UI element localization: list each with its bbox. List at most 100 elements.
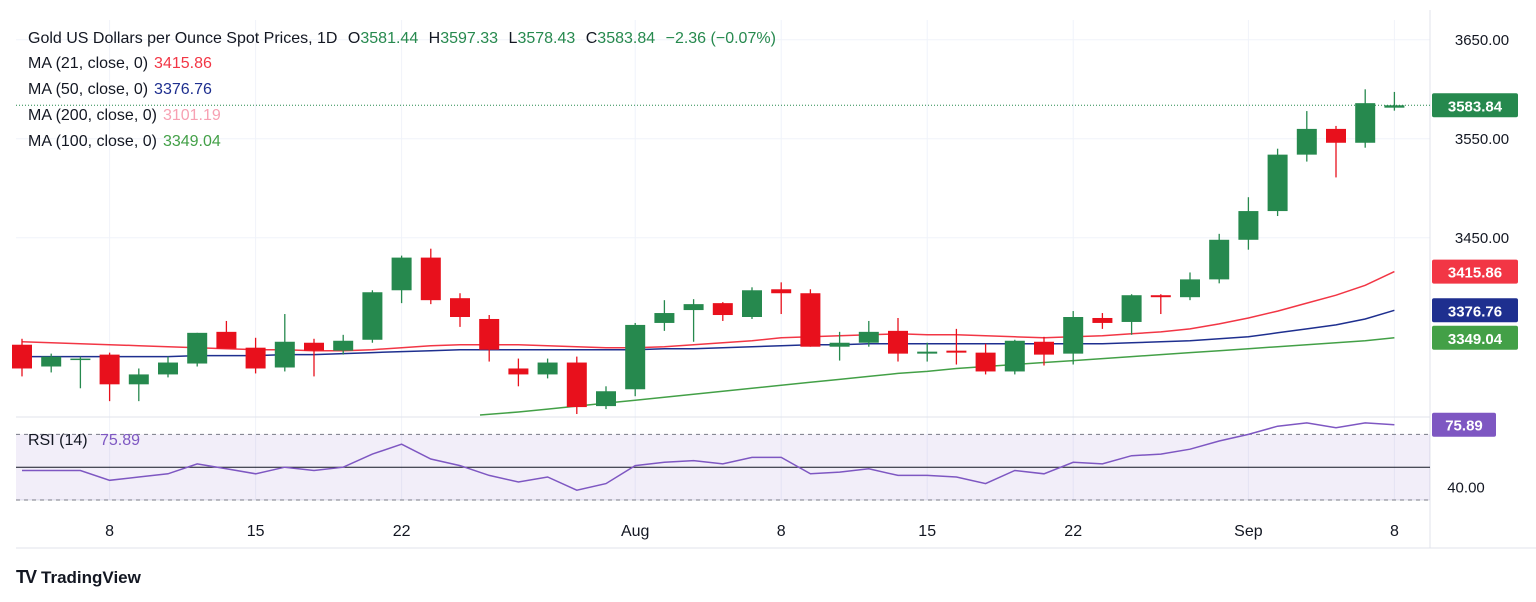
- candle-body: [683, 304, 704, 311]
- candle-body: [245, 347, 266, 369]
- candle-body: [917, 351, 938, 354]
- candle-body: [537, 362, 558, 375]
- price-label-bg: [1432, 325, 1518, 350]
- candle-body: [1063, 317, 1084, 354]
- candle-body: [858, 331, 879, 343]
- candle-body: [1121, 295, 1142, 322]
- candle: [946, 328, 967, 365]
- candle: [1326, 125, 1346, 178]
- candle: [742, 287, 762, 319]
- candle: [70, 356, 91, 389]
- candle-body: [1150, 295, 1171, 298]
- ma100-label: MA (100, close, 0): [28, 133, 157, 150]
- candle-body: [625, 324, 646, 390]
- price-tick-label: 3650.00: [1455, 32, 1509, 49]
- candle-body: [800, 293, 821, 347]
- candle-body: [946, 350, 967, 353]
- price-tick-label: 3550.00: [1455, 131, 1509, 148]
- time-tick-label: 22: [393, 523, 411, 540]
- candle: [1004, 339, 1025, 375]
- candle: [1355, 89, 1376, 148]
- time-tick-label: 15: [247, 523, 265, 540]
- candle-body: [1004, 340, 1025, 372]
- indicator-ma50[interactable]: MA (50, close, 0) 3376.76: [28, 81, 218, 99]
- candle: [99, 352, 120, 402]
- candle: [1034, 336, 1054, 366]
- plot-background: [16, 10, 1430, 548]
- candle: [479, 315, 500, 362]
- candle-body: [420, 257, 441, 301]
- candle: [712, 302, 733, 321]
- time-tick-label: 15: [918, 523, 936, 540]
- candle-body: [216, 331, 237, 349]
- candle: [800, 289, 821, 347]
- indicator-ma200[interactable]: MA (200, close, 0) 3101.19: [28, 107, 227, 125]
- candle-body: [158, 362, 178, 375]
- close-value: 3583.84: [597, 30, 656, 47]
- candle: [829, 331, 850, 361]
- candle-body: [274, 341, 295, 368]
- time-tick-label: 8: [777, 523, 786, 540]
- rsi-value-label-bg: [1432, 412, 1496, 437]
- candle: [216, 320, 237, 349]
- price-label-text: 3415.86: [1448, 265, 1502, 282]
- rsi-tick-label: 40.00: [1447, 480, 1485, 497]
- candle: [654, 300, 675, 331]
- candle-body: [1296, 128, 1317, 155]
- price-label: 3376.76: [1432, 298, 1518, 323]
- candle: [450, 293, 470, 327]
- ma200-label: MA (200, close, 0): [28, 107, 157, 124]
- tradingview-logo[interactable]: TV TradingView: [16, 567, 141, 588]
- price-label-text: 3583.84: [1448, 98, 1503, 115]
- candle: [1180, 272, 1200, 301]
- candle-body: [12, 344, 32, 369]
- candle-body: [888, 330, 908, 354]
- candle-body: [742, 290, 762, 317]
- rsi-value-label-text: 75.89: [1445, 418, 1483, 435]
- candle: [245, 337, 266, 374]
- indicator-ma21[interactable]: MA (21, close, 0) 3415.86: [28, 55, 218, 73]
- symbol-title: Gold US Dollars per Ounce Spot Prices, 1…: [28, 30, 338, 47]
- candle-body: [1180, 279, 1200, 298]
- candle-body: [450, 298, 470, 317]
- candle: [391, 255, 412, 304]
- candle-body: [1384, 105, 1405, 108]
- low-label: L: [508, 30, 518, 47]
- time-tick-label: Aug: [621, 523, 649, 540]
- candle-body: [41, 356, 62, 367]
- ma100-value: 3349.04: [162, 133, 221, 150]
- price-label: 3349.04: [1432, 325, 1518, 350]
- candle-body: [479, 318, 500, 350]
- indicator-ma100[interactable]: MA (100, close, 0) 3349.04: [28, 133, 227, 151]
- candle-body: [187, 332, 208, 364]
- candle: [304, 338, 324, 377]
- candle: [508, 358, 529, 387]
- ma21-value: 3415.86: [154, 55, 212, 72]
- candle-body: [1355, 103, 1376, 143]
- candle: [858, 320, 879, 347]
- candle-body: [333, 340, 354, 351]
- price-label-bg: [1432, 298, 1518, 323]
- candle: [274, 314, 295, 372]
- candle: [158, 356, 178, 378]
- candle-body: [70, 358, 91, 361]
- time-tick-label: 22: [1064, 523, 1082, 540]
- high-value: 3597.33: [440, 30, 499, 47]
- candle-body: [771, 289, 792, 294]
- time-tick-label: 8: [105, 523, 114, 540]
- ma200-value: 3101.19: [162, 107, 221, 124]
- candle: [128, 368, 149, 402]
- brand-name: TradingView: [41, 567, 141, 587]
- candle: [420, 248, 441, 305]
- candle: [187, 332, 208, 367]
- candle-body: [1326, 128, 1346, 143]
- candle-body: [975, 352, 996, 372]
- candle-body: [1209, 239, 1230, 280]
- candle-body: [596, 391, 616, 407]
- candle: [1121, 294, 1142, 335]
- candle: [1296, 111, 1317, 162]
- candle: [1267, 148, 1288, 217]
- rsi-label: RSI (14): [28, 432, 88, 449]
- low-value: 3578.43: [517, 30, 576, 47]
